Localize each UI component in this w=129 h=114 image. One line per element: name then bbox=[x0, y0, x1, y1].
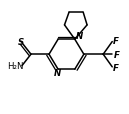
Text: S: S bbox=[18, 38, 24, 47]
Text: N: N bbox=[76, 31, 83, 40]
Text: F: F bbox=[114, 50, 120, 59]
Text: F: F bbox=[112, 37, 118, 46]
Text: H₂N: H₂N bbox=[7, 62, 24, 71]
Text: F: F bbox=[112, 63, 118, 72]
Text: N: N bbox=[54, 68, 61, 77]
